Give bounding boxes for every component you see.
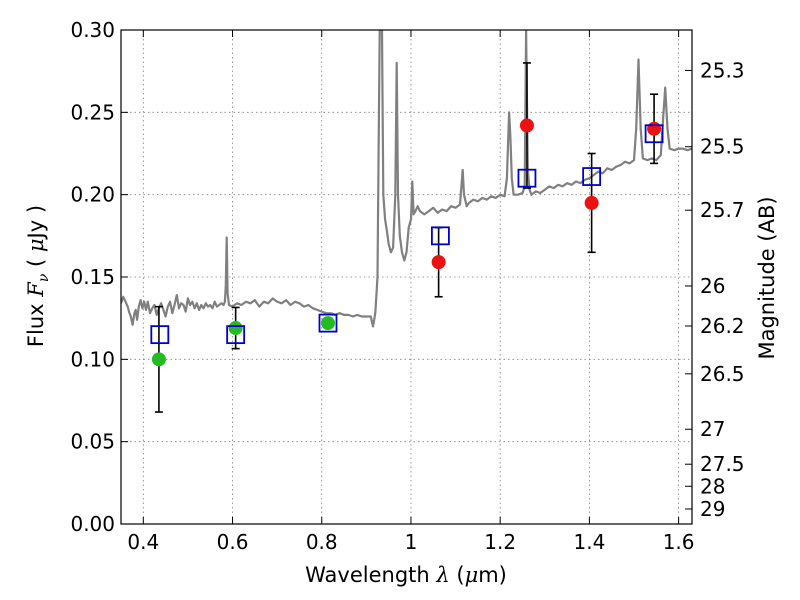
x-tick-label: 1.6: [663, 530, 695, 554]
x-tick-label: 1.4: [573, 530, 605, 554]
x-tick-label: 1: [405, 530, 418, 554]
y-tick-label: 0.05: [70, 430, 115, 454]
y2-tick-label: 26.5: [700, 362, 745, 386]
red-point: [647, 121, 662, 136]
model-square: [150, 325, 170, 345]
grid-lines: [121, 29, 692, 525]
x-axis-title: Wavelength λ (μm): [305, 563, 507, 587]
model-square: [431, 226, 450, 246]
y2-tick-label: 27: [700, 417, 725, 441]
model-square: [517, 168, 537, 188]
y-tick-label: 0.25: [70, 100, 115, 124]
model-square: [644, 124, 664, 144]
axis-ticks: [121, 29, 692, 525]
x-tick-label: 0.6: [217, 530, 249, 554]
y2-axis-title: Magnitude (AB): [755, 196, 779, 359]
y2-tick-label: 27.5: [700, 452, 745, 476]
y2-tick-label: 25.5: [700, 135, 745, 159]
x-tick-label: 1.2: [484, 530, 516, 554]
x-axis-symbol: λ: [435, 563, 449, 587]
red-point: [519, 118, 534, 133]
y2-tick-label: 25.3: [700, 58, 745, 82]
model-square: [226, 325, 246, 345]
x-tick-label: 0.4: [127, 530, 159, 554]
y2-tick-label: 26: [700, 274, 725, 298]
y-tick-label: 0.20: [70, 183, 115, 207]
spectrum-line: [121, 30, 692, 328]
model-squares: [150, 124, 664, 345]
y-axis-title: Flux Fν ( μJy ): [24, 205, 52, 347]
red-point: [431, 255, 446, 270]
green-point: [151, 352, 166, 367]
model-square: [582, 167, 602, 186]
model-square: [318, 313, 338, 333]
y-tick-labels: 0.00 0.05 0.10 0.15 0.20 0.25 0.30: [70, 18, 115, 536]
y2-tick-label: 26.2: [700, 314, 745, 338]
green-point: [228, 321, 243, 336]
y2-tick-label: 25.7: [700, 198, 745, 222]
y2-tick-label: 29: [700, 497, 725, 521]
x-tick-labels: 0.4 0.6 0.8 1 1.2 1.4 1.6: [127, 530, 694, 554]
green-point: [320, 316, 335, 331]
y-tick-label: 0.15: [70, 265, 115, 289]
y-tick-label: 0.30: [70, 18, 115, 42]
y-tick-label: 0.00: [70, 512, 115, 536]
red-point: [584, 195, 599, 210]
x-tick-label: 0.8: [306, 530, 338, 554]
spectrum-series: [121, 30, 692, 328]
y2-tick-label: 28: [700, 474, 725, 498]
y-tick-label: 0.10: [70, 347, 115, 371]
